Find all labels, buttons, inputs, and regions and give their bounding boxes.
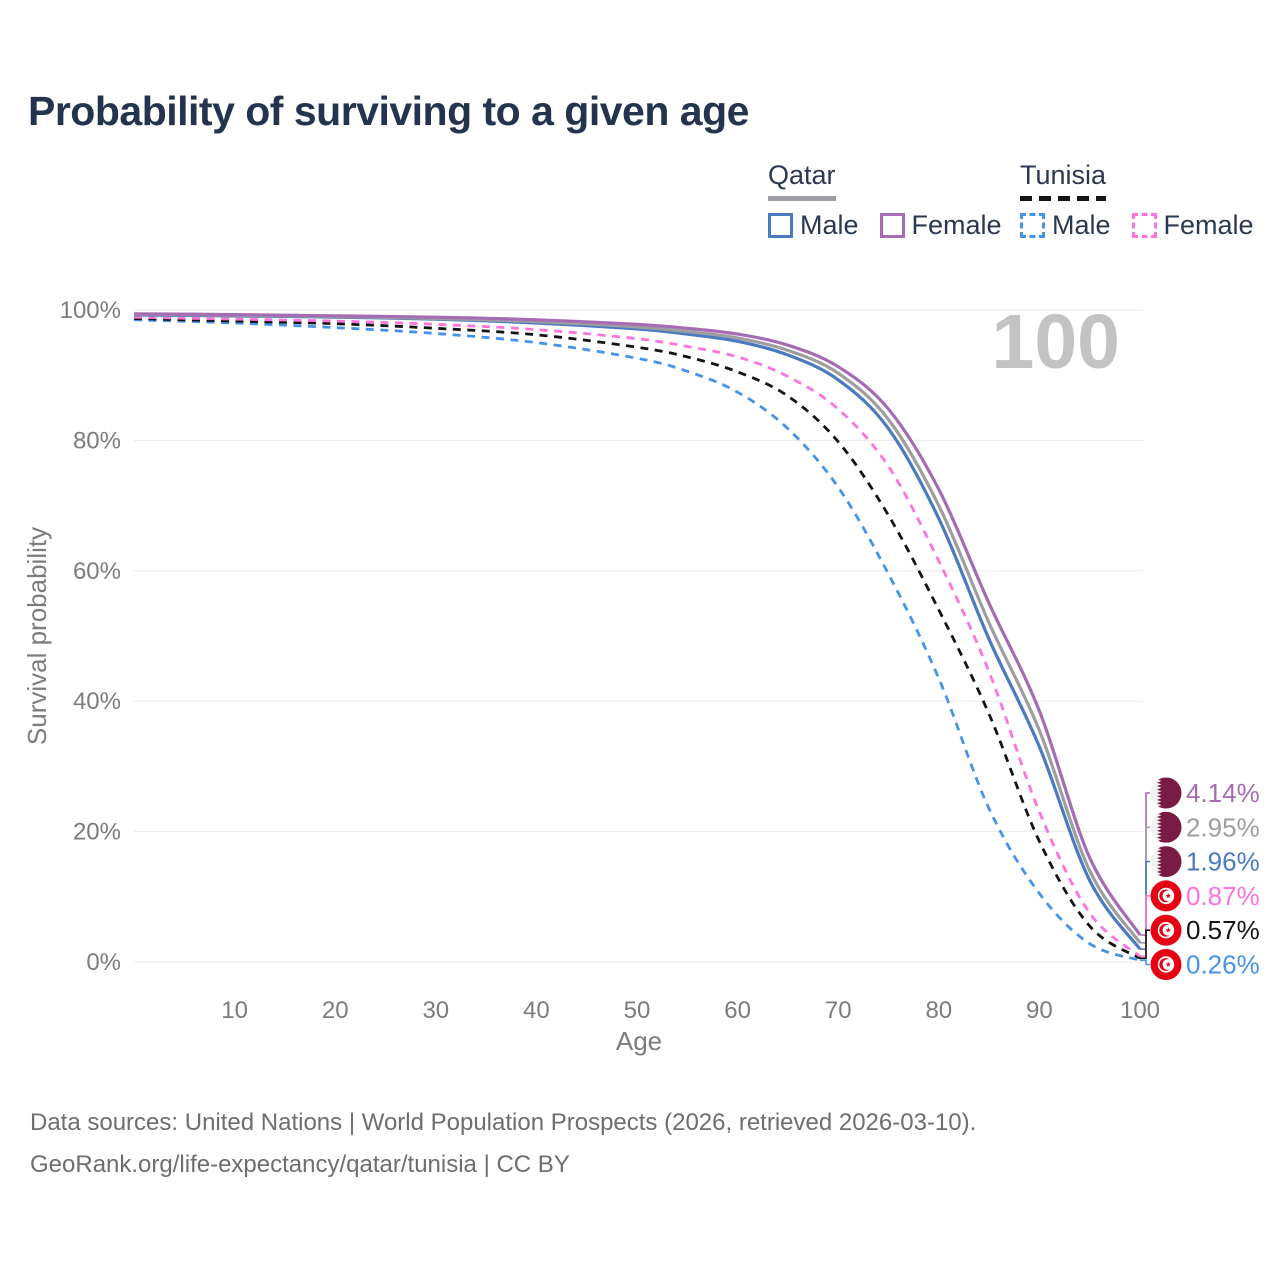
end-label-leader-tunisia-overall (1140, 929, 1150, 960)
x-tick-label-10: 10 (221, 997, 248, 1024)
footer-attribution-url: GeoRank.org/life-expectancy/qatar/tunisi… (30, 1151, 570, 1178)
legend-qatar-items: Male Female (768, 210, 1023, 241)
page-title: Probability of surviving to a given age (28, 88, 749, 134)
x-tick-label-80: 80 (925, 997, 952, 1024)
legend-group-tunisia: Tunisia Male Female (1020, 160, 1275, 241)
end-label-leader-qatar-overall (1140, 826, 1150, 944)
legend-swatch-qatar-male[interactable] (768, 213, 793, 238)
qatar-flag-icon (1150, 846, 1182, 878)
curve-qatar-overall (133, 313, 1142, 944)
tunisia-flag-icon (1150, 880, 1182, 912)
age-counter-watermark: 100 (992, 299, 1120, 385)
legend-swatch-qatar-female[interactable] (879, 213, 905, 238)
y-tick-label-0: 0% (86, 949, 121, 976)
qatar-flag-icon (1150, 811, 1182, 843)
qatar-flag-icon (1150, 777, 1182, 809)
footer-data-sources: Data sources: United Nations | World Pop… (30, 1109, 977, 1136)
legend-swatch-tunisia-male[interactable] (1020, 213, 1045, 238)
legend-qatar-title: Qatar (768, 160, 836, 190)
footer: Data sources: United Nations | World Pop… (30, 1102, 976, 1186)
end-label-leader-qatar-male (1140, 860, 1150, 950)
y-tick-label-40: 40% (73, 688, 121, 715)
end-label-value-qatar-male: 1.96% (1186, 847, 1260, 877)
x-axis-title: Age (616, 1026, 662, 1056)
qatar-line-style-swatch (768, 196, 836, 201)
x-tick-label-40: 40 (523, 997, 550, 1024)
curve-tunisia-male (133, 318, 1141, 962)
x-tick-label-50: 50 (624, 997, 651, 1024)
legend-label-qatar-female[interactable]: Female (911, 210, 1002, 240)
x-tick-label-20: 20 (322, 997, 349, 1024)
tunisia-line-style-swatch (1020, 196, 1106, 201)
end-label-value-qatar-female: 4.14% (1186, 778, 1260, 808)
curve-tunisia-female (133, 315, 1141, 958)
y-tick-label-20: 20% (73, 819, 121, 846)
curve-qatar-female (133, 312, 1142, 936)
end-label-leader-tunisia-female (1140, 895, 1150, 958)
legend-label-tunisia-male[interactable]: Male (1052, 210, 1111, 240)
tunisia-flag-icon (1150, 914, 1182, 946)
y-tick-label-80: 80% (73, 427, 121, 454)
y-axis-title: Survival probability (22, 527, 52, 745)
x-tick-label-100: 100 (1120, 997, 1160, 1024)
end-label-leader-qatar-female (1140, 792, 1150, 936)
legend-group-qatar: Qatar Male Female (768, 160, 1023, 241)
legend-tunisia-title: Tunisia (1020, 160, 1107, 190)
legend-label-qatar-male[interactable]: Male (800, 210, 859, 240)
x-tick-label-60: 60 (724, 997, 751, 1024)
x-tick-label-30: 30 (422, 997, 449, 1024)
end-label-leader-tunisia-male (1140, 959, 1150, 966)
end-label-value-qatar-overall: 2.95% (1186, 812, 1260, 842)
tunisia-flag-icon (1150, 949, 1182, 980)
end-label-value-tunisia-female: 0.87% (1186, 881, 1260, 911)
end-label-value-tunisia-male: 0.26% (1186, 950, 1260, 980)
y-tick-label-60: 60% (73, 558, 121, 585)
legend-label-tunisia-female[interactable]: Female (1163, 210, 1254, 240)
legend-swatch-tunisia-female[interactable] (1131, 213, 1157, 238)
curve-qatar-male (133, 313, 1142, 951)
x-tick-label-70: 70 (825, 997, 852, 1024)
legend-tunisia-items: Male Female (1020, 210, 1275, 241)
end-label-value-tunisia-overall: 0.57% (1186, 915, 1260, 945)
y-tick-label-100: 100% (60, 297, 121, 324)
x-tick-label-90: 90 (1026, 997, 1053, 1024)
